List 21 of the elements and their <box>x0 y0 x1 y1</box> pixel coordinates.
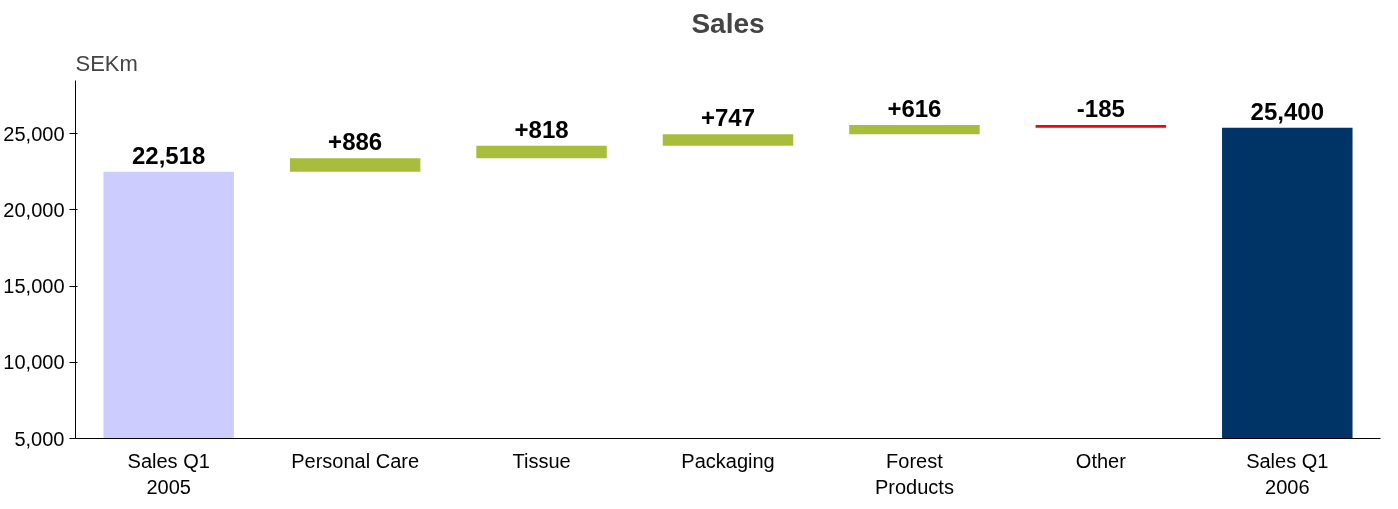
y-tick-label: 25,000 <box>3 122 65 145</box>
data-label: +818 <box>514 115 569 143</box>
x-tick-label: Sales Q1 2005 <box>127 449 210 498</box>
x-tick-label: Personal Care <box>291 449 420 472</box>
y-axis-title: SEKm <box>75 50 138 76</box>
y-tick-label: 5,000 <box>14 427 65 450</box>
x-tick-label: Tissue <box>512 449 571 472</box>
data-label: +886 <box>328 128 383 156</box>
y-tick-label: 15,000 <box>3 275 65 298</box>
x-tick-label: Packaging <box>681 449 775 472</box>
data-label: -185 <box>1076 94 1125 122</box>
data-label: +747 <box>700 104 756 132</box>
y-tick-label: 20,000 <box>3 198 65 221</box>
y-tick-label: 10,000 <box>3 351 65 374</box>
x-tick-label: Forest Products <box>874 449 954 498</box>
x-tick-label: Sales Q1 2006 <box>1246 449 1329 498</box>
data-label: +616 <box>887 94 942 122</box>
data-label: 22,518 <box>132 141 206 169</box>
chart-title: Sales <box>691 7 765 39</box>
x-tick-label: Other <box>1075 449 1127 472</box>
data-label: 25,400 <box>1250 97 1324 125</box>
